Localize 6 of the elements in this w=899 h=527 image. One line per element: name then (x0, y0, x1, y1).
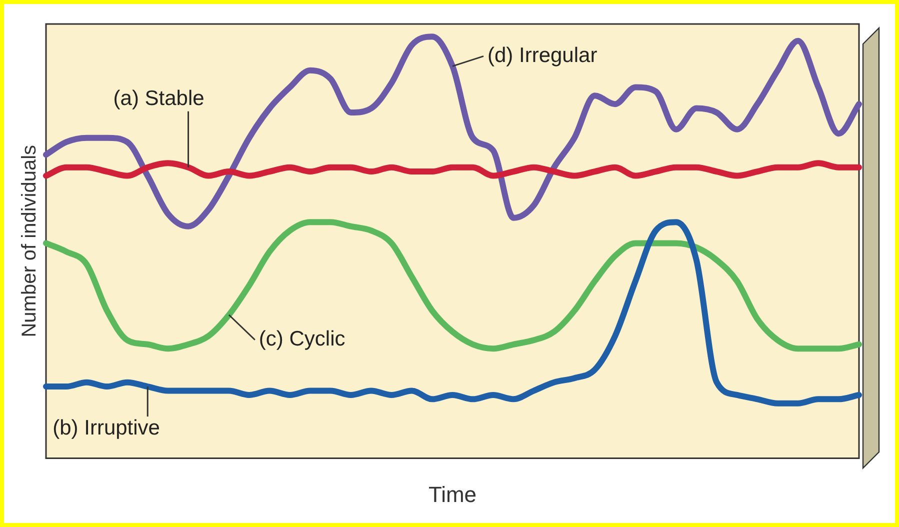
x-axis-title: Time (428, 482, 477, 507)
series-label: (c) Cyclic (258, 328, 346, 351)
y-axis-title: Number of individuals (18, 144, 41, 338)
series-label: (d) Irregular (488, 44, 598, 67)
text: (a) Stable (113, 87, 204, 110)
series-label: (b) Irruptive (52, 416, 160, 440)
